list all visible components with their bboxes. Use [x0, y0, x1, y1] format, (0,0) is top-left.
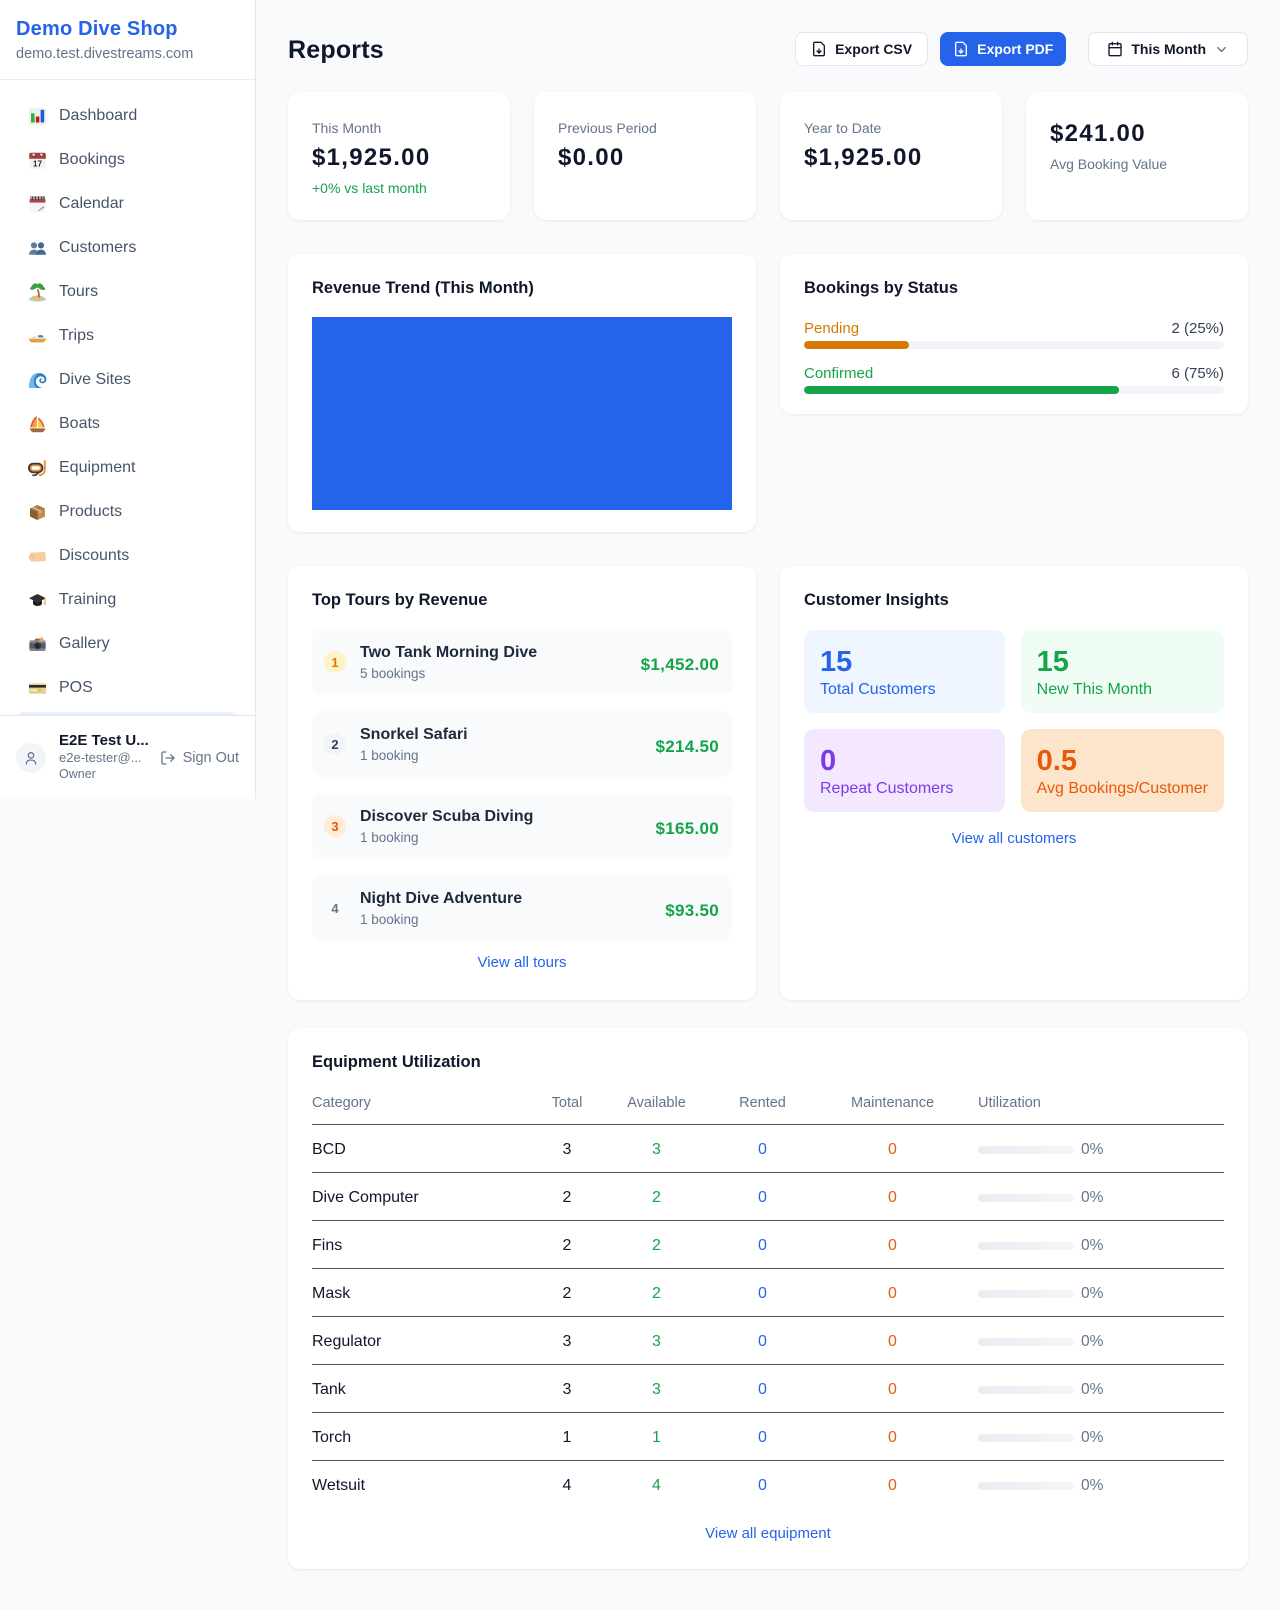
svg-text:17: 17 — [33, 158, 43, 168]
